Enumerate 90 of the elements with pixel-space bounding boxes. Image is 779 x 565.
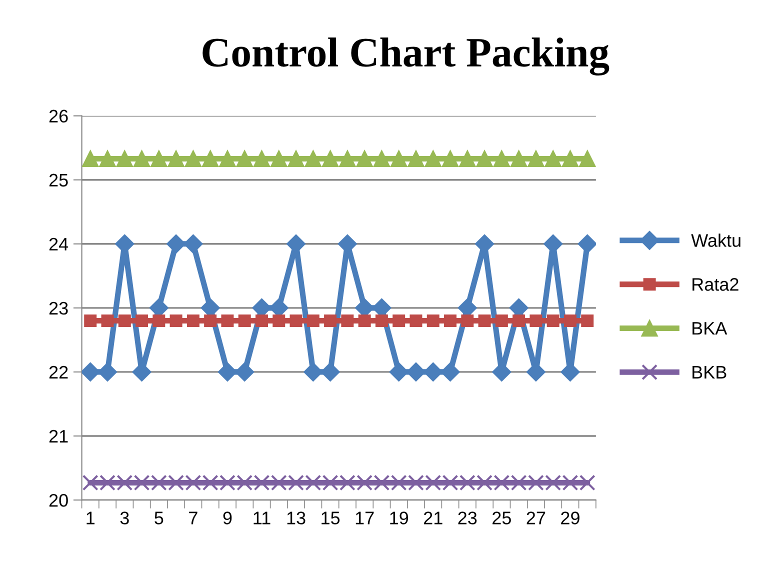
point	[101, 314, 114, 327]
point	[512, 314, 526, 327]
x-tick-label: 27	[526, 512, 546, 524]
point	[530, 314, 542, 327]
x-tick-label: 23	[458, 512, 477, 524]
point	[424, 150, 442, 168]
y-tick-label: 23	[49, 302, 68, 315]
legend-label: BKB	[692, 366, 726, 378]
chart-title: Control Chart Packing	[202, 37, 610, 76]
y-tick-label: 20	[49, 494, 68, 507]
point	[478, 314, 491, 327]
point	[290, 314, 302, 327]
legend-label: Rata2	[692, 278, 738, 291]
point	[341, 314, 354, 327]
point	[528, 150, 544, 168]
point	[84, 314, 97, 327]
point	[204, 314, 217, 327]
point	[373, 150, 390, 168]
point	[133, 150, 150, 168]
point	[186, 314, 200, 327]
x-tick-label: 29	[561, 512, 580, 524]
point	[255, 314, 268, 327]
point	[461, 314, 474, 327]
point	[306, 314, 320, 327]
x-tick-label: 9	[223, 512, 232, 524]
x-tick-label: 1	[86, 512, 95, 524]
point	[288, 150, 304, 168]
point	[426, 314, 440, 327]
point	[444, 314, 457, 327]
point	[459, 150, 476, 168]
point	[116, 150, 133, 168]
point	[510, 150, 528, 168]
x-tick-label: 21	[424, 512, 442, 524]
point	[184, 150, 202, 168]
x-tick-label: 7	[189, 512, 198, 524]
legend-label: BKA	[692, 322, 728, 335]
point	[392, 314, 406, 327]
point	[581, 314, 594, 327]
y-tick-label: 24	[49, 238, 68, 250]
x-tick-label: 5	[154, 512, 164, 524]
point	[304, 150, 322, 168]
point	[493, 150, 510, 168]
point	[562, 150, 579, 168]
point	[221, 314, 234, 327]
point	[544, 150, 562, 168]
point	[136, 314, 148, 327]
point	[150, 150, 168, 168]
x-tick-label: 25	[492, 512, 511, 524]
x-tick-label: 13	[287, 512, 306, 524]
point	[324, 314, 337, 327]
y-tick-label: 21	[49, 430, 68, 443]
point	[410, 314, 422, 327]
x-tick-label: 3	[120, 512, 129, 524]
point	[390, 150, 408, 168]
x-tick-label: 19	[390, 512, 408, 524]
point	[168, 150, 184, 168]
x-tick-label: 11	[254, 512, 270, 524]
point	[442, 150, 459, 168]
point	[495, 314, 508, 327]
point	[375, 314, 388, 327]
point	[578, 234, 596, 254]
point	[236, 150, 253, 168]
point	[564, 314, 576, 327]
legend-label: Waktu	[691, 234, 740, 247]
point	[356, 150, 373, 168]
point	[118, 314, 131, 327]
point	[272, 314, 286, 327]
point	[170, 314, 182, 327]
point	[152, 314, 166, 327]
point	[219, 150, 236, 168]
point	[202, 150, 219, 168]
point	[82, 150, 99, 168]
point	[218, 362, 237, 382]
point	[253, 150, 270, 168]
y-tick-label: 22	[49, 366, 68, 378]
point	[339, 150, 356, 168]
x-tick-label: 15	[322, 512, 340, 524]
point	[579, 150, 596, 168]
point	[546, 314, 560, 327]
point	[358, 314, 371, 327]
x-tick-label: 17	[356, 512, 374, 524]
point	[476, 150, 493, 168]
point	[408, 150, 424, 168]
point	[235, 362, 254, 382]
point	[322, 150, 339, 168]
point	[99, 150, 116, 168]
y-tick-label: 25	[49, 174, 68, 187]
point	[270, 150, 288, 168]
y-tick-label: 26	[49, 110, 68, 123]
point	[238, 314, 251, 327]
